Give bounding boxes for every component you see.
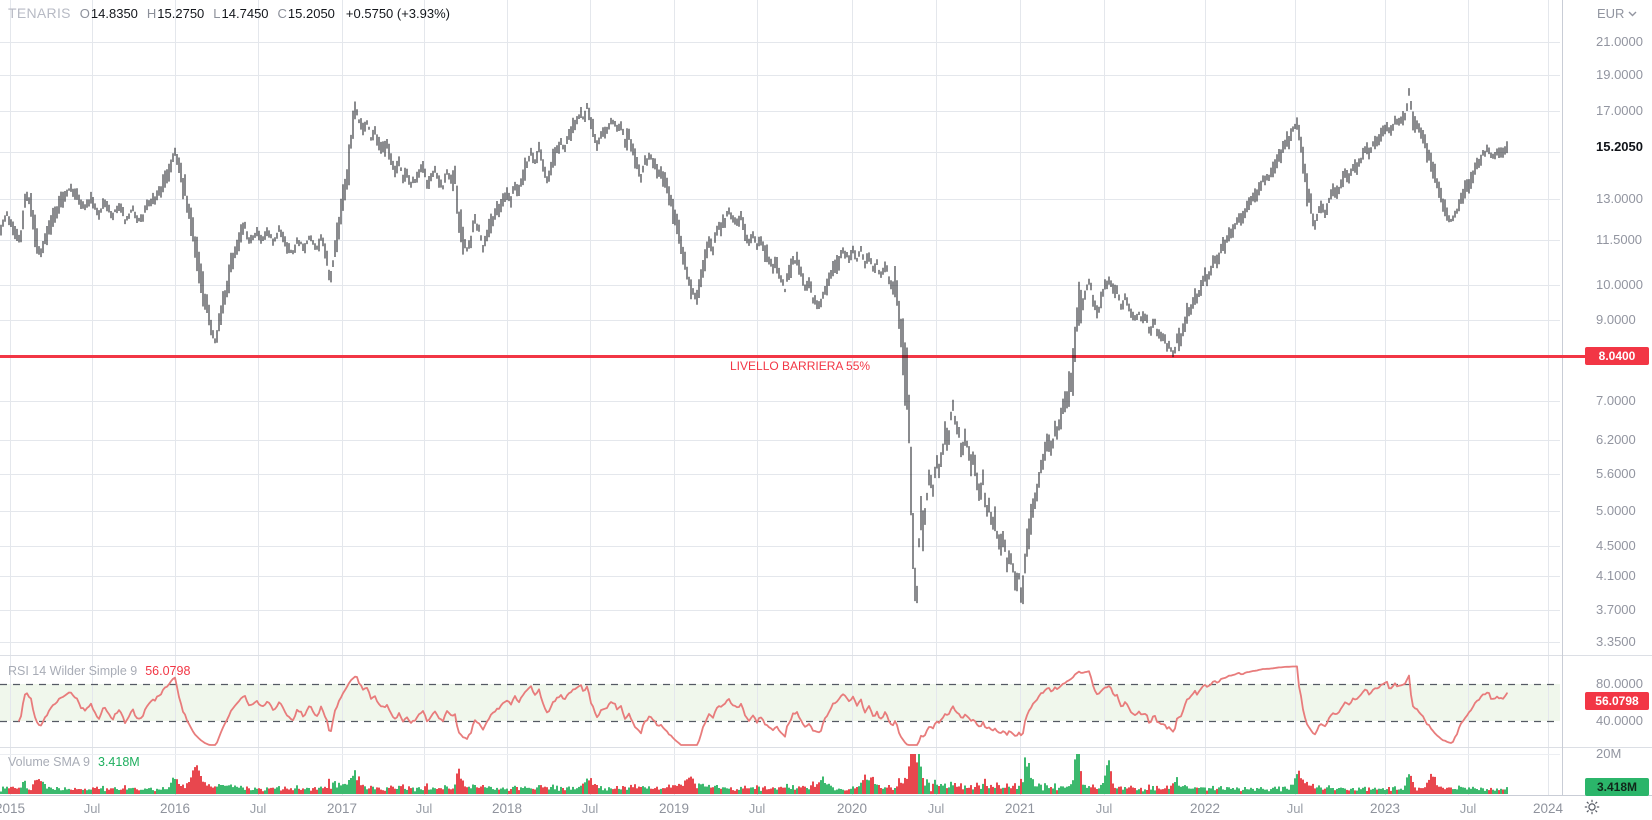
time-tick-label: Jul [1095, 801, 1113, 816]
time-tick-label: 2022 [1189, 801, 1221, 816]
symbol-name: TENARIS [8, 5, 71, 21]
current-price-label: 15.2050 [1596, 139, 1643, 154]
volume-title-text: Volume SMA 9 [8, 755, 90, 769]
time-tick-label: Jul [1459, 801, 1477, 816]
price-tick-label: 9.0000 [1596, 312, 1636, 327]
time-tick-label: 2015 [0, 801, 26, 816]
rsi-title-text: RSI 14 Wilder Simple 9 [8, 664, 138, 678]
time-axis[interactable]: 2015 Jul 2016 Jul 2017 Jul 2018 Jul 2019 Jul 2020 J… [0, 801, 1652, 819]
price-tick-label: 5.6000 [1596, 466, 1636, 481]
time-tick-label: Jul [83, 801, 101, 816]
time-tick-label: 2020 [836, 801, 868, 816]
price-tick-label: 5.0000 [1596, 503, 1636, 518]
price-tick-label: 4.1000 [1596, 568, 1636, 583]
ohlc-open: O14.8350 [79, 5, 138, 21]
time-tick-label: Jul [748, 801, 766, 816]
volume-indicator-legend[interactable]: Volume SMA 9 3.418M [8, 755, 140, 769]
volume-value-badge: 3.418M [1585, 778, 1649, 796]
rsi-value-badge: 56.0798 [1585, 692, 1649, 710]
price-tick-label: 4.5000 [1596, 538, 1636, 553]
price-tick-label: 13.0000 [1596, 191, 1643, 206]
price-tick-label: 6.2000 [1596, 432, 1636, 447]
time-tick-label: Jul [1286, 801, 1304, 816]
ohlc-close: C15.2050 [277, 5, 335, 21]
price-tick-label: 11.5000 [1596, 232, 1643, 247]
volume-value-text: 3.418M [98, 755, 140, 769]
time-tick-label: Jul [581, 801, 599, 816]
price-tick-label: 3.7000 [1596, 602, 1636, 617]
time-tick-label: 2021 [1004, 801, 1036, 816]
price-tick-label: 21.0000 [1596, 34, 1643, 49]
time-tick-label: 2023 [1369, 801, 1401, 816]
price-tick-label: 17.0000 [1596, 103, 1643, 118]
price-change: +0.5750 (+3.93%) [345, 5, 450, 21]
rsi-value-text: 56.0798 [145, 664, 191, 678]
time-tick-label: 2017 [326, 801, 358, 816]
price-tick-label: 7.0000 [1596, 393, 1636, 408]
price-tick-label: 19.0000 [1596, 67, 1643, 82]
rsi-upper-band-label: 80.0000 [1596, 676, 1643, 691]
symbol-legend: TENARIS O14.8350 H15.2750 L14.7450 C15.2… [8, 5, 450, 21]
currency-label: EUR [1597, 6, 1625, 21]
barrier-price-badge[interactable]: 8.0400 [1585, 347, 1649, 365]
time-tick-label: Jul [249, 801, 267, 816]
time-tick-label: Jul [415, 801, 433, 816]
time-tick-label: 2024 [1532, 801, 1564, 816]
volume-scale-label: 20M [1596, 746, 1622, 761]
rsi-indicator-legend[interactable]: RSI 14 Wilder Simple 9 56.0798 [8, 664, 190, 678]
rsi-lower-band-label: 40.0000 [1596, 713, 1643, 728]
currency-selector[interactable]: EUR [1597, 6, 1637, 21]
barrier-line-label: LIVELLO BARRIERA 55% [730, 359, 871, 373]
chevron-down-icon [1628, 11, 1637, 16]
time-tick-label: Jul [927, 801, 945, 816]
ohlc-high: H15.2750 [146, 5, 205, 21]
price-tick-label: 10.0000 [1596, 277, 1643, 292]
ohlc-low: L14.7450 [213, 5, 269, 21]
time-tick-label: 2016 [159, 801, 191, 816]
time-tick-label: 2019 [658, 801, 690, 816]
gear-icon[interactable] [1584, 799, 1600, 815]
price-tick-label: 3.3500 [1596, 634, 1636, 649]
time-tick-label: 2018 [491, 801, 523, 816]
